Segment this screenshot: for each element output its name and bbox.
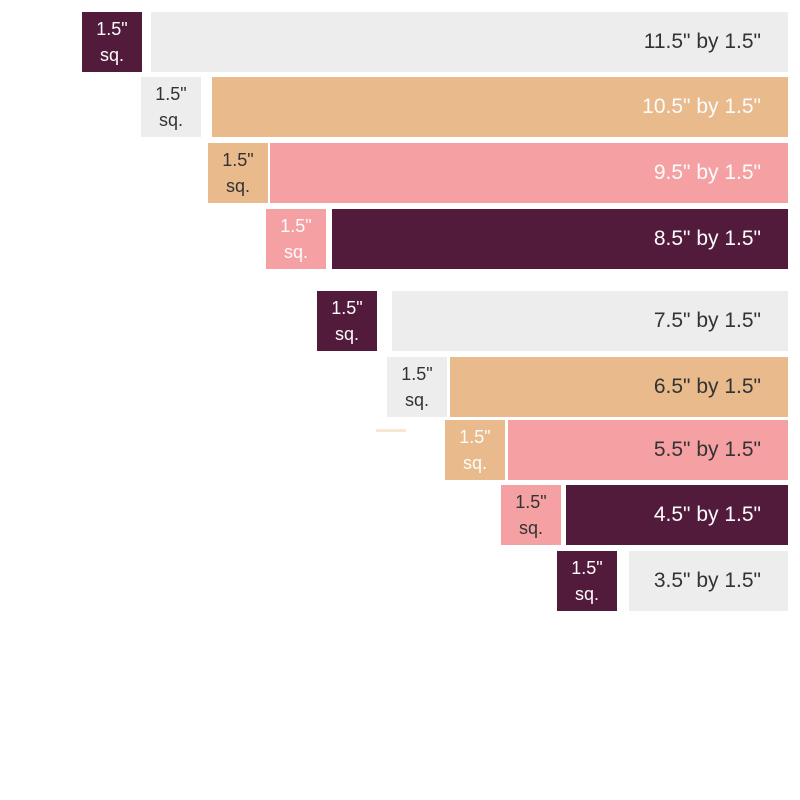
strip-bar-label: 9.5" by 1.5" — [653, 161, 761, 184]
strip-bar: 4.5" by 1.5" — [566, 485, 788, 545]
square-label-line1: 1.5" — [331, 298, 363, 318]
strip-bar: 7.5" by 1.5" — [392, 291, 788, 351]
strip-bar-label: 5.5" by 1.5" — [653, 438, 761, 461]
unit-square: 1.5" sq. — [266, 209, 326, 269]
strip-bar-label: 8.5" by 1.5" — [653, 227, 761, 250]
square-label-line2: sq. — [518, 518, 543, 538]
square-label-line1: 1.5" — [280, 216, 312, 236]
unit-square: 1.5" sq. — [501, 485, 561, 545]
strip-bar-label: 4.5" by 1.5" — [653, 503, 761, 526]
unit-square: 1.5" sq. — [208, 143, 268, 203]
unit-square: 1.5" sq. — [445, 420, 505, 480]
strip-bar-label: 11.5" by 1.5" — [643, 30, 761, 53]
square-label-line1: 1.5" — [96, 19, 128, 39]
unit-square: 1.5" sq. — [82, 12, 142, 72]
strip-bar-label: 7.5" by 1.5" — [653, 309, 761, 332]
strip-bar-label: 3.5" by 1.5" — [653, 569, 761, 592]
strip-bar: 11.5" by 1.5" — [151, 12, 788, 72]
square-label-line2: sq. — [225, 176, 250, 196]
strip-bar: 10.5" by 1.5" — [212, 77, 788, 137]
square-label-line2: sq. — [99, 45, 124, 65]
stray-line — [376, 429, 406, 432]
strip-bar: 5.5" by 1.5" — [508, 420, 788, 480]
strip-bar: 3.5" by 1.5" — [629, 551, 788, 611]
strip-bar-label: 10.5" by 1.5" — [642, 95, 761, 118]
square-label-line2: sq. — [574, 584, 599, 604]
square-label-line1: 1.5" — [515, 492, 547, 512]
square-label-line1: 1.5" — [571, 558, 603, 578]
unit-square: 1.5" sq. — [317, 291, 377, 351]
square-label-line2: sq. — [158, 110, 183, 130]
square-label-line2: sq. — [462, 453, 487, 473]
square-label-line1: 1.5" — [155, 84, 187, 104]
unit-square: 1.5" sq. — [141, 77, 201, 137]
strip-bar: 6.5" by 1.5" — [450, 357, 788, 417]
strip-bar-label: 6.5" by 1.5" — [653, 375, 761, 398]
square-label-line2: sq. — [334, 324, 359, 344]
square-label-line1: 1.5" — [459, 427, 491, 447]
strip-bar: 9.5" by 1.5" — [270, 143, 788, 203]
strip-bar: 8.5" by 1.5" — [332, 209, 788, 269]
square-label-line1: 1.5" — [401, 364, 433, 384]
unit-square: 1.5" sq. — [387, 357, 447, 417]
square-label-line2: sq. — [283, 242, 308, 262]
square-label-line2: sq. — [404, 390, 429, 410]
unit-square: 1.5" sq. — [557, 551, 617, 611]
square-label-line1: 1.5" — [222, 150, 254, 170]
